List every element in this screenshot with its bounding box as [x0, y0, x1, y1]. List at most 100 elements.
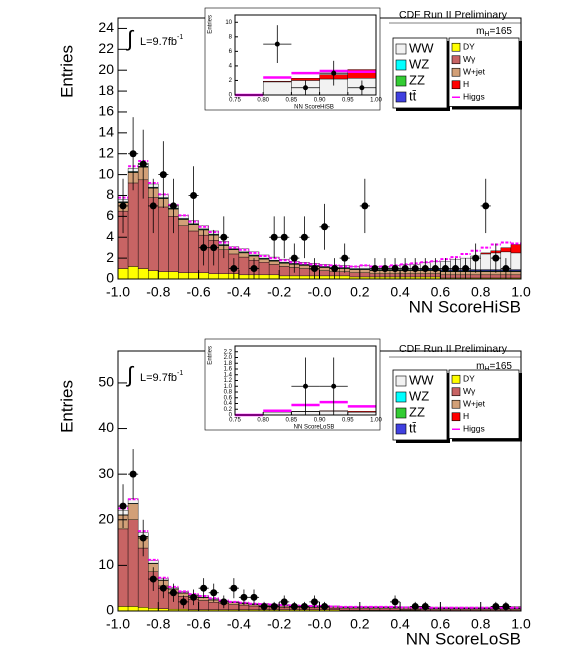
y-tick-label: 1.2	[224, 378, 233, 384]
data-point	[421, 602, 429, 610]
lumi-text: L=9.7fb	[140, 372, 177, 384]
mass-base: m	[476, 361, 484, 372]
x-tick-label: 1.0	[511, 616, 531, 632]
data-point	[303, 383, 308, 389]
y-tick-label: 30	[98, 465, 114, 481]
stack-bar	[117, 528, 129, 607]
y-tick-label: 0.6	[224, 395, 233, 401]
stack-bar	[208, 273, 219, 280]
stack-bar	[127, 182, 139, 267]
data-point	[421, 265, 429, 273]
axis-frame	[234, 14, 377, 96]
stack-bar	[188, 272, 199, 280]
x-tick-label: 0.80	[257, 418, 269, 424]
legend-label: ZZ	[409, 404, 425, 419]
data-point	[200, 244, 208, 252]
y-tick-label: 8	[106, 186, 114, 202]
legend-swatch	[451, 80, 461, 90]
data-point	[441, 265, 449, 273]
stack-bar	[349, 272, 361, 278]
y-tick-label: 0	[106, 602, 114, 618]
x-tick-label: -0.8	[146, 284, 170, 300]
stack-bar	[263, 81, 292, 96]
x-tick-label: 0.80	[257, 98, 269, 104]
x-tick-label: -0.2	[267, 616, 291, 632]
stack-bar	[238, 256, 250, 276]
stack-bar	[198, 600, 209, 610]
y-axis-label: Entries	[57, 45, 76, 98]
stack-bar	[480, 271, 491, 276]
data-point	[220, 233, 228, 241]
x-axis-label: NN ScoreHiSB	[409, 297, 521, 316]
data-point	[391, 265, 399, 273]
stack-bar	[188, 224, 199, 232]
stack-bar	[137, 268, 149, 280]
lumi-label: L=9.7fb-1	[140, 370, 183, 384]
stack-bar	[238, 274, 250, 280]
legend-label: WZ	[409, 388, 429, 403]
data-point	[220, 598, 228, 606]
legend-swatch	[451, 42, 461, 52]
legend-swatch	[395, 375, 407, 387]
y-tick-label: 24	[98, 19, 114, 35]
stack-bar	[188, 230, 199, 273]
stack-bar	[319, 270, 330, 277]
data-point	[321, 602, 329, 610]
inset-y-label: Entries	[208, 346, 214, 365]
y-tick-label: 18	[98, 82, 114, 98]
x-tick-label: 0.8	[471, 284, 491, 300]
data-point	[502, 265, 510, 273]
data-point	[310, 598, 318, 606]
stack-bar	[510, 271, 522, 276]
stack-bar	[480, 252, 491, 255]
stack-bar	[319, 267, 330, 271]
legend-swatch	[451, 374, 461, 384]
stack-bar	[137, 607, 149, 612]
legend-swatch	[395, 391, 407, 403]
y-tick-label: 1.4	[224, 372, 233, 378]
data-point	[129, 470, 137, 478]
legend-label: Higgs	[463, 424, 485, 434]
inset-y-label: Entries	[208, 15, 214, 34]
mass-label: mH=165	[476, 361, 512, 373]
stack-bar	[178, 272, 189, 280]
stack-bar	[238, 604, 250, 610]
lumi-text: L=9.7fb	[140, 36, 177, 48]
data-point	[411, 602, 419, 610]
chart-title: CDF Run II Preliminary	[399, 343, 508, 355]
x-axis-label: NN ScoreLoSB	[406, 629, 521, 648]
data-point	[371, 265, 379, 273]
x-tick-label: 0.75	[229, 98, 241, 104]
x-tick-label: 1.00	[370, 98, 382, 104]
stack-bar	[480, 253, 491, 270]
stack-bar	[349, 608, 361, 611]
data-point	[300, 602, 308, 610]
integral-sign: ∫	[125, 362, 135, 387]
data-point	[270, 602, 278, 610]
mass-label: mH=165	[476, 26, 512, 38]
lumi-sup: -1	[177, 34, 183, 41]
data-point	[472, 254, 480, 262]
data-point	[179, 598, 187, 606]
data-point	[230, 584, 238, 592]
legend-label: ZZ	[409, 72, 425, 87]
stack-bar	[258, 258, 270, 263]
stack-bar	[218, 273, 230, 280]
legend-label: tt̄	[409, 88, 417, 103]
legend-label: Higgs	[463, 92, 485, 102]
x-tick-label: 0.4	[390, 616, 410, 632]
data-point	[492, 602, 500, 610]
stack-bar	[389, 608, 401, 611]
lumi-sup: -1	[177, 370, 183, 377]
data-point	[300, 233, 308, 241]
data-point	[149, 202, 157, 210]
data-point	[169, 202, 177, 210]
lumi-label: L=9.7fb-1	[140, 34, 183, 48]
data-point	[331, 265, 339, 273]
legend-label: H	[463, 411, 469, 421]
mass-rest: =165	[489, 361, 512, 372]
x-tick-label: -0.6	[187, 616, 211, 632]
y-tick-label: 2.0	[224, 355, 233, 361]
y-tick-label: 0.4	[224, 401, 233, 407]
